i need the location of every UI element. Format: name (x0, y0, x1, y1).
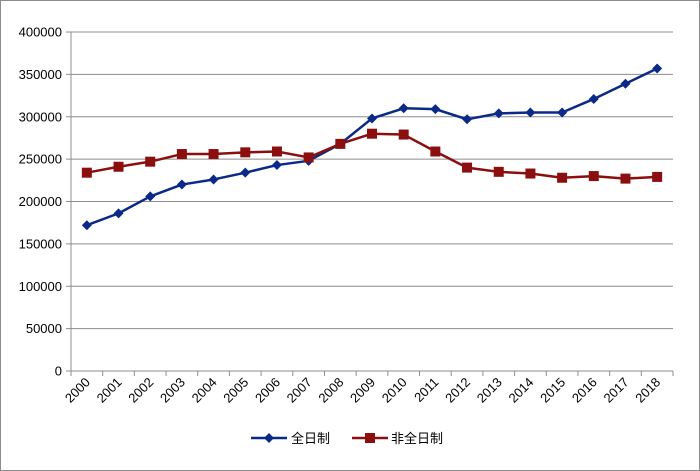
data-point (145, 156, 156, 167)
data-point (271, 146, 282, 157)
data-point (652, 63, 663, 74)
legend-label-1: 非全日制 (391, 431, 443, 447)
x-tick-label: 2003 (157, 375, 188, 406)
data-point (588, 171, 599, 182)
axes (70, 32, 673, 372)
x-tick-label: 2002 (125, 375, 156, 406)
x-tick-label: 2001 (94, 375, 125, 406)
data-point (113, 208, 124, 219)
x-tick-label: 2015 (537, 375, 568, 406)
data-point (208, 174, 219, 185)
legend-item-1: 非全日制 (352, 431, 443, 447)
y-tick-labels: 0 50000 100000 150000 200000 250000 300000 3500… (19, 25, 62, 379)
x-tick-label: 2007 (284, 375, 315, 406)
y-tick-label: 150000 (19, 236, 62, 251)
data-point (367, 113, 377, 124)
data-point (652, 171, 663, 182)
series-0 (81, 63, 663, 231)
x-tick-label: 2016 (569, 375, 600, 406)
x-tick-label: 2018 (632, 375, 663, 406)
x-tick-label: 2000 (62, 375, 93, 406)
x-tick-label: 2010 (379, 375, 410, 406)
data-point (430, 146, 441, 157)
data-point (271, 160, 282, 171)
legend-label-0: 全日制 (291, 431, 330, 447)
data-point (557, 107, 568, 118)
x-tick-label: 2011 (411, 375, 441, 405)
data-point (620, 173, 631, 184)
data-point (81, 167, 92, 178)
y-tick-label: 200000 (19, 194, 62, 209)
legend-marker-diamond (264, 433, 274, 443)
y-tick-label: 350000 (19, 67, 62, 82)
data-point (240, 147, 251, 158)
y-tick-label: 0 (55, 364, 62, 379)
data-point (208, 149, 219, 160)
x-tick-label: 2006 (252, 375, 283, 406)
series-layer (81, 63, 663, 231)
x-tick-label: 2014 (505, 375, 536, 406)
data-point (430, 104, 441, 115)
data-point (335, 138, 346, 149)
y-tick-label: 300000 (19, 109, 62, 124)
data-point (176, 149, 187, 160)
y-tick-label: 400000 (19, 25, 62, 40)
data-point (525, 168, 536, 179)
data-point (462, 162, 473, 173)
data-point (398, 103, 409, 114)
data-point (145, 191, 156, 202)
data-point (81, 220, 92, 231)
data-point (240, 167, 251, 178)
x-tick-labels: 2000 2001 2002 2003 2004 2005 2006 2007 2008 2009… (62, 375, 663, 406)
legend-item-0: 全日制 (251, 431, 330, 447)
data-point (462, 114, 473, 125)
data-point (557, 172, 568, 183)
legend: 全日制 非全日制 (251, 431, 443, 447)
y-tick-label: 250000 (19, 152, 62, 167)
data-point (176, 179, 187, 190)
x-tick-label: 2012 (442, 375, 473, 406)
series-line (86, 132, 658, 180)
data-point (398, 129, 409, 140)
x-tick-label: 2017 (601, 375, 632, 406)
data-point (493, 108, 504, 119)
x-tick-label: 2008 (315, 375, 346, 406)
x-tick-label: 2005 (220, 375, 251, 406)
y-tick-label: 50000 (26, 321, 62, 336)
legend-marker-square (365, 433, 375, 443)
data-point (367, 128, 377, 139)
data-point (620, 78, 631, 89)
data-point (525, 107, 536, 118)
data-point (113, 161, 124, 172)
x-tick-label: 2013 (474, 375, 505, 406)
x-tick-label: 2009 (347, 375, 378, 406)
data-point (303, 152, 314, 163)
series-1 (81, 128, 663, 184)
y-tick-label: 100000 (19, 279, 62, 294)
data-point (588, 93, 599, 104)
gridlines (66, 31, 674, 376)
x-tick-label: 2004 (189, 375, 220, 406)
data-point (493, 166, 504, 177)
